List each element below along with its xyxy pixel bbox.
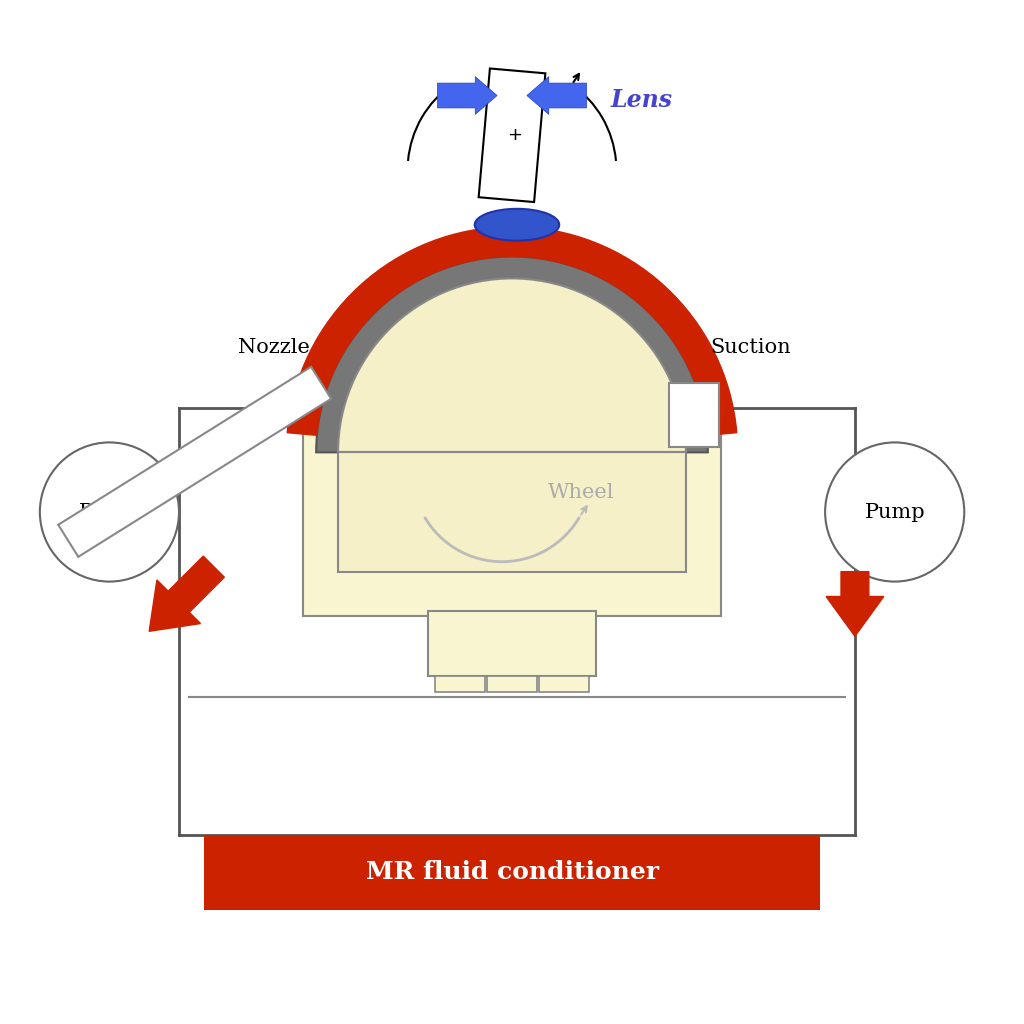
Circle shape [40,442,179,582]
Wedge shape [338,279,686,453]
Ellipse shape [475,209,559,241]
Text: Lens: Lens [610,88,672,113]
Bar [303,432,721,616]
Polygon shape [478,69,546,202]
Text: Pump: Pump [864,503,925,521]
FancyArrow shape [826,571,884,636]
Polygon shape [58,367,331,557]
Bar [487,676,537,692]
Text: MR fluid conditioner: MR fluid conditioner [366,860,658,885]
FancyArrow shape [527,77,587,115]
Text: Suction: Suction [711,339,791,357]
Bar [427,611,597,676]
Bar [204,835,820,909]
Bar [338,453,686,571]
Wedge shape [316,257,708,453]
Bar [435,676,485,692]
Text: Wheel: Wheel [548,482,614,502]
Bar [539,676,589,692]
Text: +: + [508,126,522,144]
Bar [669,383,719,447]
Circle shape [825,442,965,582]
Text: Electromagnet: Electromagnet [428,513,596,536]
Text: Pump: Pump [79,503,139,521]
Text: Nozzle: Nozzle [238,339,309,357]
FancyArrow shape [150,556,224,631]
Wedge shape [287,226,737,435]
FancyArrow shape [437,77,497,115]
